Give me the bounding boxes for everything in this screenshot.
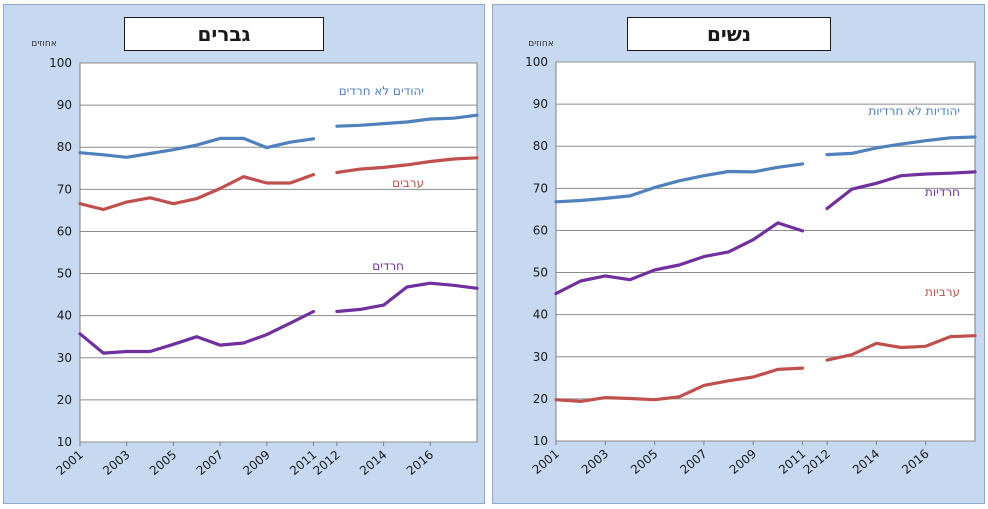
women-series-line-0 (825, 135, 977, 157)
men-chart-svg: 10 20 30 40 50 60 70 80 90 100 אחוזים 2001 2003 2005 2… (31, 39, 479, 478)
men-series-line-2 (78, 309, 316, 355)
y-tick-label: 20 (57, 393, 72, 407)
x-tick-label: 2007 (194, 448, 226, 478)
y-tick-label: 40 (533, 308, 548, 322)
women-series-line-0 (554, 162, 805, 204)
men-series-label-2: חרדים (372, 259, 404, 273)
men-chart-panel: גברים 10 20 30 40 50 60 70 80 90 100 אחוזים 2001 200… (3, 4, 485, 504)
x-tick-label: 2003 (100, 448, 132, 478)
x-tick-label: 2009 (240, 448, 272, 478)
x-tick-label: 2014 (850, 447, 882, 477)
women-series-line-1 (554, 221, 805, 296)
women-series-line-2 (554, 366, 805, 403)
men-series-line-1 (335, 156, 479, 175)
women-series-label-0: יהודיות לא חרדיות (868, 104, 960, 118)
y-tick-label: 30 (533, 350, 548, 364)
y-tick-label: 90 (57, 98, 72, 112)
plot-area (555, 61, 976, 442)
women-chart-panel: נשים 10 20 30 40 50 60 70 80 90 100 אחוזים 2001 2003… (492, 4, 985, 504)
women-chart-title: נשים (627, 17, 831, 51)
x-tick-label: 2005 (147, 448, 179, 478)
men-series-label-1: ערבים (392, 176, 424, 190)
women-series-label-1: חרדיות (925, 185, 960, 199)
y-tick-label: 10 (57, 435, 72, 449)
y-tick-label: 100 (49, 56, 72, 70)
x-tick-label: 2001 (530, 447, 562, 477)
y-tick-label: 60 (533, 223, 548, 237)
men-series-label-0: יהודים לא חרדים (339, 84, 424, 98)
x-tick-label: 2007 (677, 447, 709, 477)
men-series-line-0 (78, 136, 316, 159)
men-series-line-0 (335, 113, 479, 128)
y-tick-label: 70 (533, 181, 548, 195)
y-tick-label: 70 (57, 182, 72, 196)
women-series-label-2: ערביות (925, 285, 960, 299)
x-tick-label: 2001 (54, 448, 86, 478)
y-tick-label: 60 (57, 224, 72, 238)
x-tick-label: 2012 (310, 448, 342, 478)
x-tick-label: 2003 (579, 447, 611, 477)
y-tick-label: 40 (57, 309, 72, 323)
y-tick-label: 80 (57, 140, 72, 154)
x-tick-label: 2012 (801, 447, 833, 477)
women-chart-svg: 10 20 30 40 50 60 70 80 90 100 אחוזים 2001 2003 2005 2… (525, 39, 977, 477)
women-series-line-1 (825, 170, 977, 211)
x-tick-label: 2011 (776, 447, 808, 477)
x-tick-label: 2005 (628, 447, 660, 477)
y-tick-label: 50 (57, 267, 72, 281)
y-tick-label: 80 (533, 139, 548, 153)
y-tick-label: 100 (525, 55, 548, 69)
men-chart-title: גברים (124, 17, 324, 51)
men-series-line-1 (78, 173, 316, 212)
y-axis-unit-label: אחוזים (528, 39, 553, 49)
women-series-line-2 (825, 334, 977, 362)
y-tick-label: 30 (57, 351, 72, 365)
x-tick-label: 2016 (404, 448, 436, 478)
y-tick-label: 90 (533, 97, 548, 111)
y-tick-label: 50 (533, 266, 548, 280)
x-tick-label: 2016 (899, 447, 931, 477)
x-tick-label: 2009 (727, 447, 759, 477)
men-series-line-2 (335, 281, 479, 314)
y-axis-unit-label: אחוזים (31, 39, 56, 49)
y-tick-label: 20 (533, 392, 548, 406)
x-tick-label: 2014 (357, 448, 389, 478)
y-tick-label: 10 (533, 434, 548, 448)
